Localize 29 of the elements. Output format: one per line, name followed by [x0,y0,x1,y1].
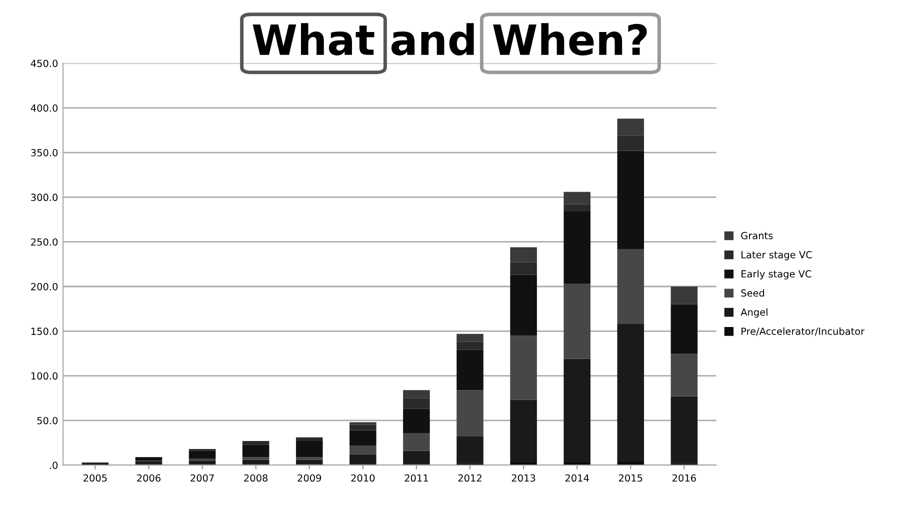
legend-label: Later stage VC [742,251,812,260]
x-tick-label: 2010 [351,474,375,482]
x-tick-label: 2007 [190,474,214,482]
x-tick-label: 2015 [618,474,642,482]
x-tick-label: 2009 [298,474,322,482]
y-tick-label: 200.0 [31,282,58,290]
chart-title: What and When? [252,23,647,56]
y-tick-label: 150.0 [31,328,58,335]
x-tick-label: 2008 [244,474,268,482]
x-tick-label: 2012 [458,474,482,482]
x-tick-label: 2013 [512,474,536,482]
x-tick-label: 2014 [565,474,589,482]
legend-label: Pre/Accelerator/Incubator [742,327,865,336]
y-tick-label: 250.0 [31,238,58,246]
y-tick-label: 50.0 [37,416,58,424]
x-tick-label: 2005 [84,474,107,482]
legend-label: Early stage VC [742,270,812,280]
x-tick-label: 2016 [672,474,696,482]
y-tick-label: .0 [50,462,58,469]
legend-label: Seed [741,289,764,297]
x-tick-label: 2011 [404,474,428,482]
y-tick-label: 400.0 [30,104,58,112]
legend-label: Grants [741,232,773,240]
y-tick-label: 100.0 [31,372,58,380]
y-tick-label: 450.0 [30,60,58,68]
y-tick-label: 350.0 [31,149,58,156]
y-tick-label: 300.0 [31,194,58,202]
x-tick-label: 2006 [137,474,160,482]
legend-label: Angel [740,308,768,318]
